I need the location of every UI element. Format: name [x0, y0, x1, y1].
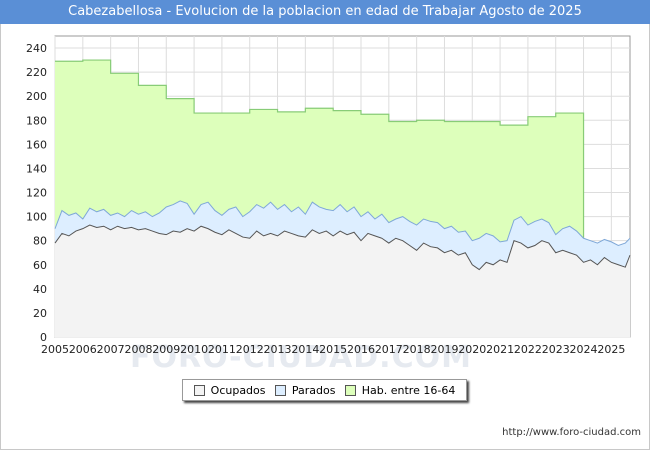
y-tick-label: 140 — [26, 162, 47, 175]
parados-swatch — [274, 384, 286, 396]
y-tick-label: 100 — [26, 211, 47, 224]
legend-label-parados: Parados — [291, 383, 336, 397]
x-tick-label: 2006 — [69, 343, 97, 356]
hab-line — [55, 59, 585, 337]
y-tick-label: 220 — [26, 66, 47, 79]
x-tick-label: 2017 — [375, 343, 403, 356]
x-tick-label: 2018 — [403, 343, 431, 356]
y-tick-label: 240 — [26, 42, 47, 55]
x-tick-label: 2007 — [97, 343, 125, 356]
x-tick-label: 2023 — [542, 343, 570, 356]
y-tick-label: 40 — [33, 283, 47, 296]
x-tick-label: 2013 — [264, 343, 292, 356]
y-tick-label: 20 — [33, 307, 47, 320]
x-tick-label: 2025 — [597, 343, 625, 356]
legend-item-parados: Parados — [274, 383, 336, 397]
x-tick-label: 2005 — [41, 343, 69, 356]
x-tick-label: 2022 — [514, 343, 542, 356]
legend: Ocupados Parados Hab. entre 16-64 — [182, 379, 467, 401]
source-link[interactable]: http://www.foro-ciudad.com — [502, 427, 641, 438]
x-tick-label: 2012 — [236, 343, 264, 356]
chart-title: Cabezabellosa - Evolucion de la poblacio… — [0, 0, 650, 24]
parados-line — [54, 200, 631, 247]
y-tick-label: 80 — [33, 235, 47, 248]
legend-item-ocupados: Ocupados — [193, 383, 266, 397]
x-tick-label: 2021 — [486, 343, 514, 356]
y-tick-label: 180 — [26, 114, 47, 127]
ocupados-swatch — [193, 384, 205, 396]
legend-label-hab: Hab. entre 16-64 — [361, 383, 456, 397]
hab-swatch — [344, 384, 356, 396]
x-tick-label: 2008 — [124, 343, 152, 356]
x-tick-label: 2011 — [208, 343, 236, 356]
x-tick-label: 2019 — [430, 343, 458, 356]
x-tick-label: 2010 — [180, 343, 208, 356]
y-tick-label: 120 — [26, 187, 47, 200]
ocupados-line — [54, 224, 631, 271]
y-tick-label: 0 — [40, 331, 47, 344]
x-tick-label: 2009 — [152, 343, 180, 356]
x-tick-label: 2016 — [347, 343, 375, 356]
legend-label-ocupados: Ocupados — [210, 383, 266, 397]
y-tick-label: 60 — [33, 259, 47, 272]
y-tick-label: 200 — [26, 90, 47, 103]
ocupados-area — [55, 225, 630, 337]
x-tick-label: 2024 — [570, 343, 598, 356]
y-tick-label: 160 — [26, 138, 47, 151]
watermark: FORO-CIUDAD.COM — [130, 340, 472, 375]
x-tick-label: 2020 — [458, 343, 486, 356]
x-tick-label: 2015 — [319, 343, 347, 356]
legend-item-hab: Hab. entre 16-64 — [344, 383, 456, 397]
x-tick-label: 2014 — [291, 343, 319, 356]
